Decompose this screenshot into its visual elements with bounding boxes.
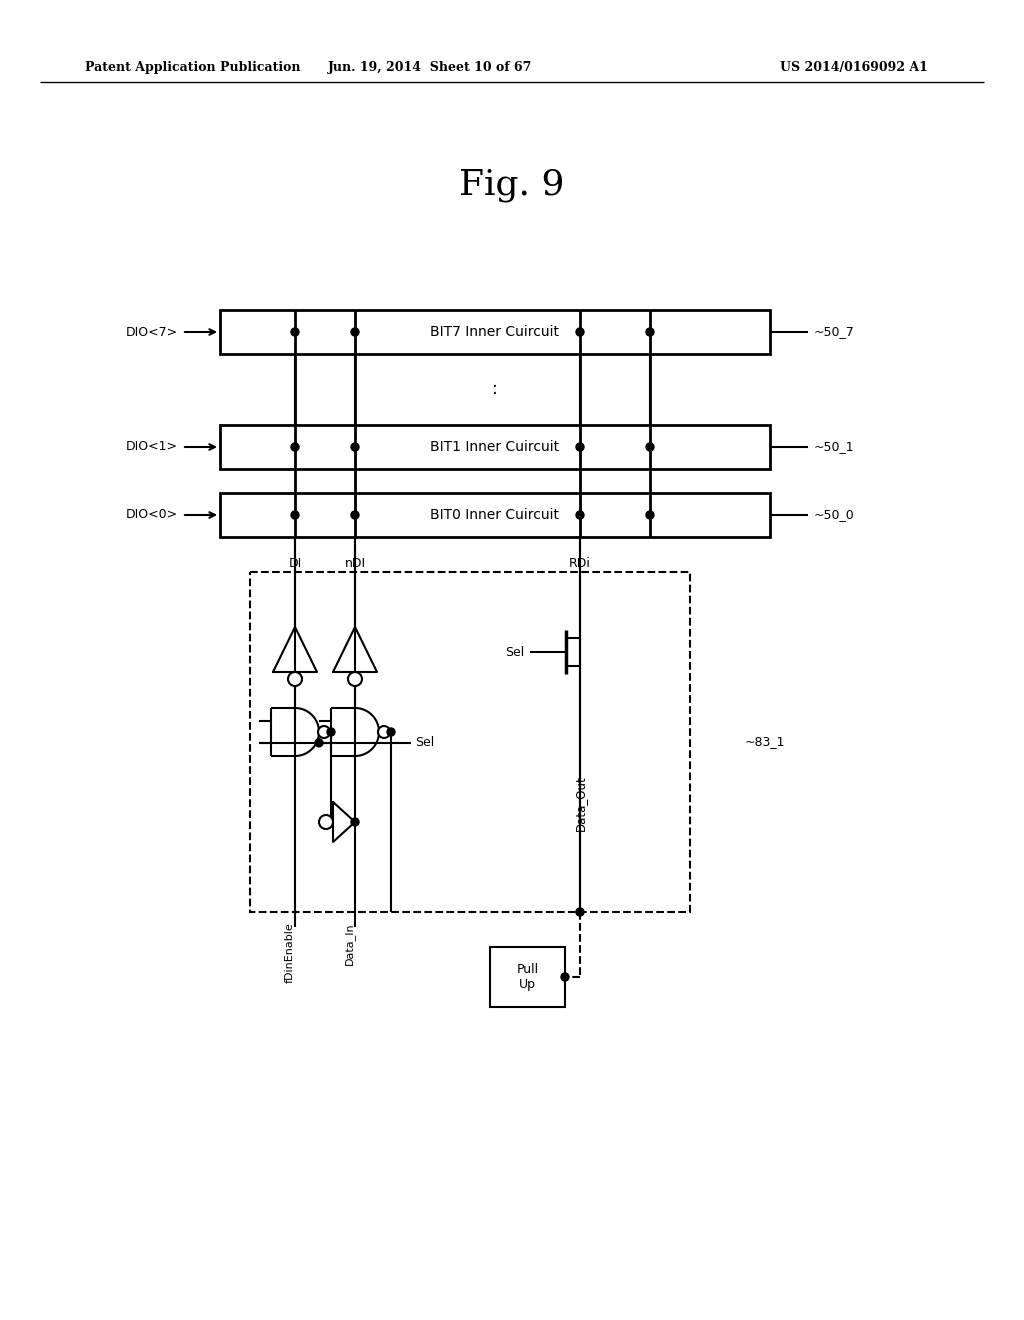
Text: nDI: nDI xyxy=(344,557,366,570)
Text: Jun. 19, 2014  Sheet 10 of 67: Jun. 19, 2014 Sheet 10 of 67 xyxy=(328,62,532,74)
Circle shape xyxy=(351,511,359,519)
Circle shape xyxy=(378,726,390,738)
Text: BIT7 Inner Cuircuit: BIT7 Inner Cuircuit xyxy=(430,325,559,339)
Text: :: : xyxy=(292,380,298,399)
Bar xyxy=(220,310,770,354)
Text: :: : xyxy=(578,380,583,399)
Text: ~50_7: ~50_7 xyxy=(814,326,855,338)
Circle shape xyxy=(351,327,359,337)
Circle shape xyxy=(315,739,323,747)
Circle shape xyxy=(575,327,584,337)
Circle shape xyxy=(348,672,362,686)
Circle shape xyxy=(575,444,584,451)
Text: :: : xyxy=(352,380,357,399)
Circle shape xyxy=(646,444,654,451)
Bar xyxy=(220,492,770,537)
Circle shape xyxy=(646,327,654,337)
Text: US 2014/0169092 A1: US 2014/0169092 A1 xyxy=(780,62,928,74)
Circle shape xyxy=(575,908,584,916)
Text: RDi: RDi xyxy=(569,557,591,570)
Text: DIO<7>: DIO<7> xyxy=(126,326,178,338)
Text: Data_In: Data_In xyxy=(344,921,355,965)
Text: fDinEnable: fDinEnable xyxy=(285,921,295,983)
Circle shape xyxy=(318,726,330,738)
Text: Sel: Sel xyxy=(505,645,524,659)
Circle shape xyxy=(291,511,299,519)
Circle shape xyxy=(291,444,299,451)
Text: ~83_1: ~83_1 xyxy=(745,735,785,748)
Bar xyxy=(220,425,770,469)
Circle shape xyxy=(387,729,395,737)
Circle shape xyxy=(646,511,654,519)
Text: Pull
Up: Pull Up xyxy=(516,964,539,991)
Text: Patent Application Publication: Patent Application Publication xyxy=(85,62,300,74)
Circle shape xyxy=(327,729,335,737)
Text: :: : xyxy=(493,380,498,399)
Text: :: : xyxy=(647,380,653,399)
Text: Fig. 9: Fig. 9 xyxy=(460,168,564,202)
Text: DI: DI xyxy=(289,557,302,570)
Circle shape xyxy=(291,327,299,337)
Text: Data_Out: Data_Out xyxy=(573,775,587,832)
Text: ~50_1: ~50_1 xyxy=(814,441,855,454)
Text: BIT1 Inner Cuircuit: BIT1 Inner Cuircuit xyxy=(430,440,559,454)
Circle shape xyxy=(319,814,333,829)
Circle shape xyxy=(575,511,584,519)
Text: DIO<1>: DIO<1> xyxy=(126,441,178,454)
Text: Sel: Sel xyxy=(415,737,434,750)
Text: ~50_0: ~50_0 xyxy=(814,508,855,521)
Text: DIO<0>: DIO<0> xyxy=(126,508,178,521)
Bar xyxy=(490,946,565,1007)
Circle shape xyxy=(351,818,359,826)
Circle shape xyxy=(288,672,302,686)
Circle shape xyxy=(351,444,359,451)
Bar xyxy=(250,572,690,912)
Circle shape xyxy=(561,973,569,981)
Text: BIT0 Inner Cuircuit: BIT0 Inner Cuircuit xyxy=(430,508,559,521)
